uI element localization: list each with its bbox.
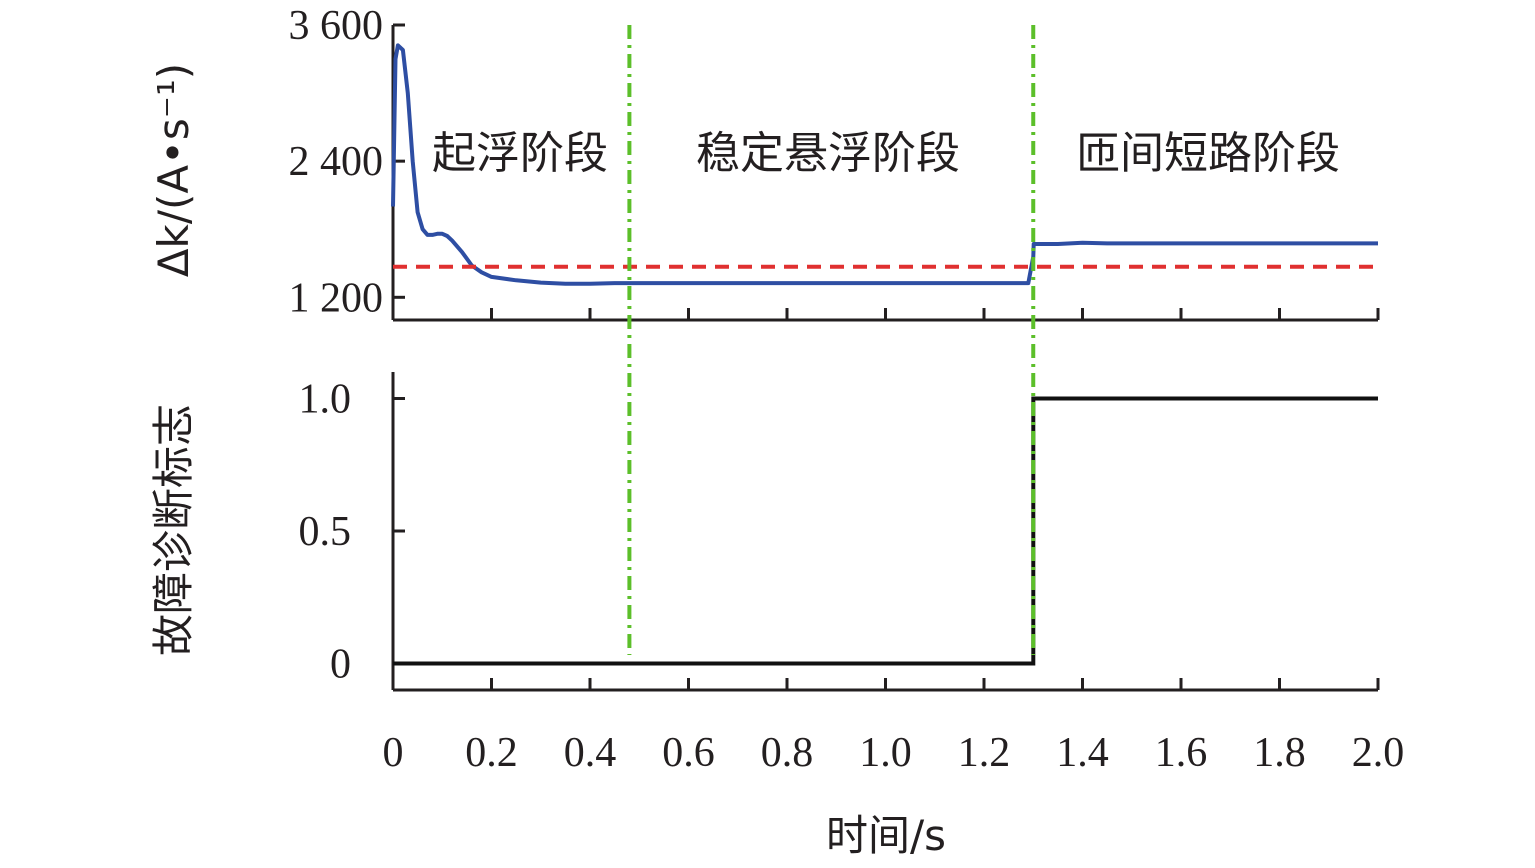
top-y-tick-label: 1 200 <box>289 275 384 321</box>
bottom-y-axis-label: 故障诊断标志 <box>149 404 198 656</box>
top-plot: 1 200 2 400 3 600 起浮阶段 稳定悬浮阶段 匝间短路阶段 <box>289 3 1380 322</box>
top-y-tick-label: 3 600 <box>289 3 384 49</box>
x-tick-label: 0.2 <box>465 730 518 776</box>
x-tick-label: 0.8 <box>761 730 814 776</box>
x-tick-label: 1.6 <box>1155 730 1208 776</box>
x-tick-label: 1.8 <box>1253 730 1306 776</box>
x-tick-label: 0 <box>383 730 404 776</box>
phase-label: 起浮阶段 <box>432 128 608 179</box>
phase-label: 稳定悬浮阶段 <box>696 128 960 179</box>
x-tick-label: 1.0 <box>859 730 912 776</box>
bottom-y-tick-label: 0 <box>330 642 351 688</box>
phase-boundaries <box>627 25 1036 655</box>
top-y-axis-label: Δk/(A•s⁻¹) <box>149 63 198 277</box>
x-tick-label: 2.0 <box>1352 730 1405 776</box>
x-tick-label: 1.2 <box>958 730 1011 776</box>
bottom-y-tick-label: 0.5 <box>299 509 352 555</box>
x-tick-label: 0.4 <box>564 730 617 776</box>
bottom-plot: 0 0.5 1.0 0 0.2 0.4 0.6 0.8 1.0 1.2 1.4 1.6 1.8 2.0 <box>299 372 1405 776</box>
x-tick-label: 1.4 <box>1056 730 1109 776</box>
top-y-tick-label: 2 400 <box>289 139 384 185</box>
x-tick-label: 0.6 <box>662 730 715 776</box>
fault-flag-line <box>393 396 1378 666</box>
actual-rate-line <box>391 43 1378 286</box>
bottom-y-tick-label: 1.0 <box>299 377 352 423</box>
phase-label: 匝间短路阶段 <box>1076 128 1340 179</box>
x-axis-label: 时间/s <box>826 811 946 860</box>
